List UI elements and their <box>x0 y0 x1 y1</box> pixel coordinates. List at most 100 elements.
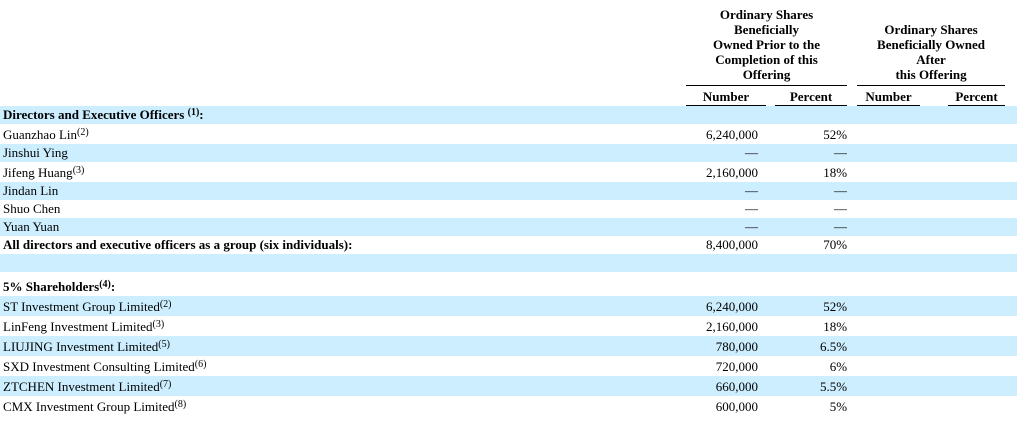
cell-number-prior <box>686 272 766 296</box>
footnote-marker: (2) <box>77 126 89 138</box>
table-row: CMX Investment Group Limited(8) 600,000 … <box>0 396 1017 416</box>
row-label: ZTCHEN Investment Limited(7) <box>0 376 686 396</box>
column-group-header-after: Ordinary Shares Beneficially Owned After… <box>857 7 1006 86</box>
row-label: Shuo Chen <box>0 200 686 218</box>
row-label-text: All directors and executive officers as … <box>3 236 353 252</box>
cell-percent-after <box>948 356 1005 376</box>
footnote-marker: (7) <box>159 378 172 390</box>
cell-number-prior: — <box>745 200 758 216</box>
table-row-section-directors: Directors and Executive Officers (1): <box>0 105 1017 124</box>
row-label-text: ZTCHEN Investment Limited <box>3 378 160 394</box>
row-label-text: CMX Investment Group Limited <box>3 398 175 414</box>
cell-percent-prior: 52% <box>823 126 848 142</box>
table-row: SXD Investment Consulting Limited(6) 720… <box>0 356 1017 376</box>
row-label: LinFeng Investment Limited(3) <box>0 316 686 336</box>
cell-percent-prior: — <box>834 200 848 216</box>
cell-percent-after <box>948 218 1005 236</box>
cell-number-after <box>857 144 920 162</box>
cell-number-after <box>857 336 920 356</box>
spacer-cell <box>847 86 857 106</box>
column-header-number-prior: Number <box>686 85 766 106</box>
beneficial-ownership-table: Ordinary Shares Beneficially Owned Prior… <box>0 7 1017 416</box>
footnote-marker: (6) <box>194 358 207 370</box>
cell-number-after <box>857 316 920 336</box>
column-header-percent-prior: Percent <box>775 85 848 106</box>
column-header-number-after: Number <box>857 85 921 106</box>
table-row: LinFeng Investment Limited(3) 2,160,000 … <box>0 316 1017 336</box>
spacer-cell <box>0 7 686 86</box>
cell-number-prior: 780,000 <box>715 338 758 354</box>
spacer-cell <box>920 86 948 106</box>
column-group-header-row: Ordinary Shares Beneficially Owned Prior… <box>0 7 1017 86</box>
cell-percent-prior <box>775 272 847 296</box>
cell-percent-prior: — <box>834 218 848 234</box>
cell-number-prior: — <box>745 144 758 160</box>
footnote-marker: (3) <box>152 318 165 330</box>
cell-percent-after <box>948 316 1005 336</box>
column-group-header-prior: Ordinary Shares Beneficially Owned Prior… <box>686 7 848 86</box>
table-row-group-total: All directors and executive officers as … <box>0 236 1017 254</box>
footnote-marker: (4) <box>99 278 111 290</box>
spacer-cell <box>1005 86 1017 106</box>
cell-percent-after <box>948 336 1005 356</box>
cell-number-prior: 600,000 <box>715 398 758 414</box>
cell-number-after <box>857 218 920 236</box>
cell-number-prior: 8,400,000 <box>706 236 758 252</box>
cell-number-after <box>857 236 920 254</box>
cell-percent-after <box>948 272 1005 296</box>
cell-percent-after <box>948 106 1005 124</box>
cell-number-prior: 6,240,000 <box>706 298 758 314</box>
row-label-tail: : <box>110 278 116 294</box>
row-label: ST Investment Group Limited(2) <box>0 296 686 316</box>
row-label-text: Jifeng Huang <box>3 164 73 180</box>
row-label-text: SXD Investment Consulting Limited <box>3 358 195 374</box>
cell-percent-after <box>948 162 1005 182</box>
cell-number-after <box>857 182 920 200</box>
cell-percent-after <box>948 182 1005 200</box>
column-header-row: Number Percent Number Percent <box>0 85 1017 106</box>
row-label-text: 5% Shareholders <box>3 278 100 294</box>
row-label-text: LinFeng Investment Limited <box>3 318 153 334</box>
spacer-cell <box>847 7 857 86</box>
cell-number-after <box>857 356 920 376</box>
cell-percent-prior: — <box>834 182 848 198</box>
row-label-text: Jinshui Ying <box>3 144 68 160</box>
table-row: Jifeng Huang(3) 2,160,000 18% <box>0 162 1017 182</box>
cell-number-prior: 2,160,000 <box>706 164 758 180</box>
cell-percent-prior: 70% <box>823 236 848 252</box>
cell-percent-prior: 6% <box>829 358 848 374</box>
row-label: 5% Shareholders(4): <box>0 272 686 296</box>
cell-percent-prior: — <box>834 144 848 160</box>
row-label: Guanzhao Lin(2) <box>0 124 686 144</box>
footnote-marker: (2) <box>159 298 172 310</box>
row-label: Jifeng Huang(3) <box>0 162 686 182</box>
cell-percent-after <box>948 144 1005 162</box>
table-row: ZTCHEN Investment Limited(7) 660,000 5.5… <box>0 375 1017 396</box>
cell-number-after <box>857 124 920 144</box>
row-label-text: Guanzhao Lin <box>3 126 78 142</box>
row-label: LIUJING Investment Limited(5) <box>0 336 686 356</box>
cell-number-after <box>857 200 920 218</box>
footnote-marker: (5) <box>158 338 170 350</box>
row-label-tail: : <box>199 106 204 122</box>
table-row: Jindan Lin — — <box>0 181 1017 200</box>
cell-percent-after <box>948 296 1005 316</box>
spacer-cell <box>0 86 686 106</box>
row-label: Jinshui Ying <box>0 144 686 162</box>
table-row: Yuan Yuan — — <box>0 217 1017 236</box>
row-label-text: Yuan Yuan <box>3 218 60 234</box>
cell-percent-prior: 5% <box>829 398 848 414</box>
row-label-text: Jindan Lin <box>3 182 59 198</box>
row-label: All directors and executive officers as … <box>0 236 686 254</box>
footnote-marker: (8) <box>174 398 187 410</box>
cell-percent-after <box>948 236 1005 254</box>
cell-percent-after <box>948 200 1005 218</box>
cell-percent-after <box>948 124 1005 144</box>
cell-number-prior: 6,240,000 <box>706 126 758 142</box>
cell-percent-after <box>948 396 1005 416</box>
table-row: Guanzhao Lin(2) 6,240,000 52% <box>0 124 1017 144</box>
cell-percent-prior: 6.5% <box>819 338 848 354</box>
cell-number-after <box>857 376 920 396</box>
row-label-text: Shuo Chen <box>3 200 61 216</box>
cell-percent-after <box>948 376 1005 396</box>
